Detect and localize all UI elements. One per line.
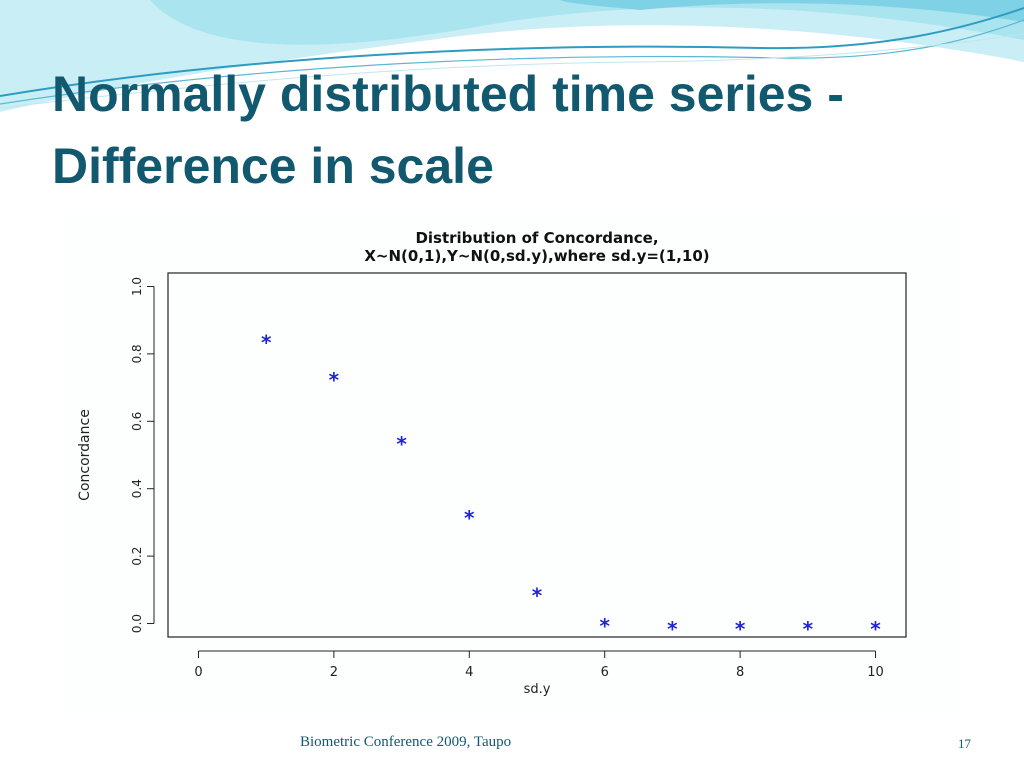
data-point: * [667, 617, 678, 641]
data-point: * [261, 331, 272, 355]
data-point: * [735, 617, 746, 641]
footer-text: Biometric Conference 2009, Taupo [300, 734, 512, 750]
y-tick-label: 0.2 [130, 547, 144, 566]
x-tick-label: 10 [867, 665, 884, 680]
x-tick-label: 4 [465, 665, 473, 680]
plot-frame [167, 272, 907, 638]
data-point: * [532, 584, 543, 608]
x-tick-label: 6 [601, 665, 609, 680]
slide-title-line-1: Normally distributed time series - [52, 66, 844, 122]
slide-title-line-2: Difference in scale [52, 138, 494, 194]
y-tick-label: 0.0 [130, 614, 144, 633]
plot-panel: Distribution of Concordance, X~N(0,1),Y~N… [64, 216, 960, 712]
y-tick-label: 0.6 [130, 412, 144, 431]
page-number: 17 [958, 736, 971, 751]
data-point: * [599, 614, 610, 638]
data-point: * [396, 432, 407, 456]
data-point: * [329, 368, 340, 392]
y-tick-label: 1.0 [130, 277, 144, 296]
x-axis-label: sd.y [524, 682, 551, 697]
x-tick-label: 0 [194, 665, 202, 680]
data-point: * [464, 506, 475, 530]
x-tick-label: 2 [330, 665, 338, 680]
x-tick-label: 8 [736, 665, 744, 680]
data-point: * [870, 617, 881, 641]
header-wave-decoration [0, 0, 1024, 112]
data-point: * [803, 617, 814, 641]
chart-subtitle: X~N(0,1),Y~N(0,sd.y),where sd.y=(1,10) [364, 247, 709, 265]
concordance-scatter-chart: Distribution of Concordance,X~N(0,1),Y~N… [77, 229, 907, 697]
y-axis-label: Concordance [77, 409, 93, 501]
y-tick-label: 0.4 [130, 479, 144, 498]
slide-title: Normally distributed time series - Diffe… [52, 58, 844, 202]
y-tick-label: 0.8 [130, 344, 144, 363]
chart-title: Distribution of Concordance, [415, 229, 658, 247]
